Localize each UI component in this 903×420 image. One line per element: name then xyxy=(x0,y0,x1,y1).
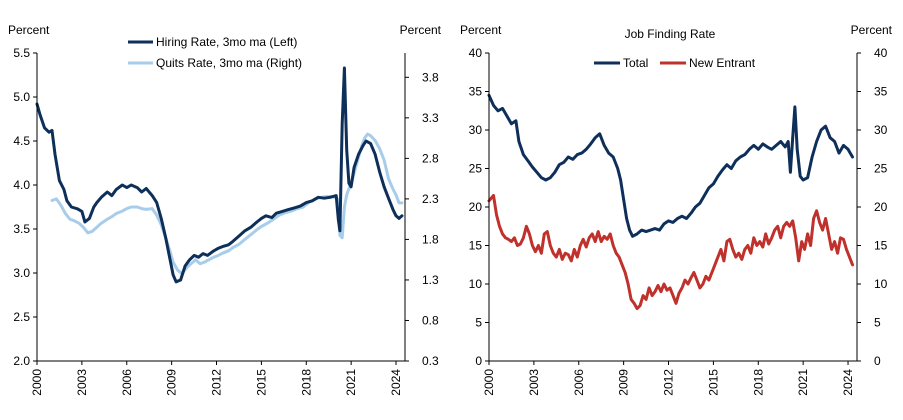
right-chart-y-right-tick-label: 20 xyxy=(874,200,888,214)
left-chart-x-tick-label: 2018 xyxy=(299,369,313,396)
left-chart-x-tick-label: 2015 xyxy=(254,369,268,396)
right-chart-y-right-tick-label: 15 xyxy=(874,239,888,253)
left-chart-x-tick-label: 2012 xyxy=(210,369,224,396)
right-chart-y-left-tick-label: 0 xyxy=(475,354,482,368)
right-chart-y-left-tick-label: 15 xyxy=(469,239,483,253)
left-chart-y-right-tick-label: 0.3 xyxy=(422,354,439,368)
left-chart-y-right-tick-label: 1.8 xyxy=(422,232,439,246)
left-chart-x-tick-label: 2000 xyxy=(30,369,44,396)
right-chart-y-right-tick-label: 40 xyxy=(874,46,888,60)
right-chart-x-tick-label: 2012 xyxy=(662,369,676,396)
right-chart-x-tick-label: 2003 xyxy=(527,369,541,396)
right-chart-y-axis-left: 0 5 10 15 20 25 30 35 40 xyxy=(469,46,489,368)
right-chart-y-left-tick-label: 20 xyxy=(469,200,483,214)
right-chart-x-axis: 2000 2003 2006 2009 2012 2015 2018 2021 2024 xyxy=(482,361,855,396)
right-chart-series xyxy=(487,93,854,311)
left-chart-y-left-tick-label: 3.5 xyxy=(13,222,30,236)
left-chart-x-tick-label: 2006 xyxy=(120,369,134,396)
left-chart-y-right-tick-label: 3.3 xyxy=(422,111,439,125)
left-chart-y-right-tick-label: 3.8 xyxy=(422,70,439,84)
left-chart-right-unit-label: Percent xyxy=(400,23,442,37)
left-chart-series xyxy=(35,66,404,284)
left-chart-y-axis-right: 0.3 0.8 1.3 1.8 2.3 2.8 3.3 3.8 xyxy=(405,70,439,368)
right-chart-x-tick-label: 2024 xyxy=(841,369,855,396)
right-chart-x-tick-label: 2000 xyxy=(482,369,496,396)
left-chart-y-axis-left: 2.0 2.5 3.0 3.5 4.0 4.5 5.0 5.5 xyxy=(13,46,37,368)
right-chart-right-unit-label: Percent xyxy=(851,23,893,37)
right-chart-y-right-tick-label: 25 xyxy=(874,162,888,176)
left-chart-y-right-tick-label: 0.8 xyxy=(422,313,439,327)
left-chart-y-left-tick-label: 4.5 xyxy=(13,134,30,148)
series-line-hiring-rate-3mo-ma-left xyxy=(35,66,404,284)
left-chart-y-left-tick-label: 2.5 xyxy=(13,310,30,324)
right-chart-y-left-tick-label: 35 xyxy=(469,85,483,99)
left-chart-y-right-tick-label: 2.3 xyxy=(422,192,439,206)
left-chart-x-tick-label: 2009 xyxy=(165,369,179,396)
left-chart-legend: Hiring Rate, 3mo ma (Left) Quits Rate, 3… xyxy=(128,35,302,70)
right-chart-y-left-tick-label: 5 xyxy=(475,316,482,330)
left-chart-x-tick-label: 2021 xyxy=(344,369,358,396)
right-chart-y-axis-right: 0 5 10 15 20 25 30 35 40 xyxy=(857,46,888,368)
right-chart-legend: Total New Entrant xyxy=(594,56,756,70)
left-chart-y-right-tick-label: 1.3 xyxy=(422,273,439,287)
right-chart-x-tick-label: 2015 xyxy=(706,369,720,396)
right-chart-y-left-tick-label: 40 xyxy=(469,46,483,60)
legend-label-quits-rate: Quits Rate, 3mo ma (Right) xyxy=(156,56,302,70)
left-chart-y-left-tick-label: 3.0 xyxy=(13,266,30,280)
right-chart-x-tick-label: 2009 xyxy=(617,369,631,396)
right-chart-y-right-tick-label: 5 xyxy=(874,316,881,330)
chart-left: Percent Percent Hiring Rate, 3mo ma (Lef… xyxy=(8,23,442,396)
left-chart-x-axis: 2000 2003 2006 2009 2012 2015 2018 2021 2024 xyxy=(30,361,403,396)
right-chart-y-right-tick-label: 35 xyxy=(874,85,888,99)
right-chart-x-tick-label: 2006 xyxy=(572,369,586,396)
left-chart-y-left-tick-label: 5.5 xyxy=(13,46,30,60)
right-chart-left-unit-label: Percent xyxy=(460,23,502,37)
right-chart-x-tick-label: 2021 xyxy=(796,369,810,396)
left-chart-left-unit-label: Percent xyxy=(8,23,50,37)
chart-right: Percent Percent Job Finding Rate Total N… xyxy=(460,23,893,396)
legend-label-new-entrant: New Entrant xyxy=(689,56,756,70)
left-chart-x-tick-label: 2003 xyxy=(75,369,89,396)
legend-label-total: Total xyxy=(623,56,648,70)
left-chart-y-left-tick-label: 2.0 xyxy=(13,354,30,368)
right-chart-y-right-tick-label: 0 xyxy=(874,354,881,368)
right-chart-y-right-tick-label: 10 xyxy=(874,277,888,291)
series-line-total xyxy=(487,93,854,238)
right-chart-y-left-tick-label: 10 xyxy=(469,277,483,291)
right-chart-x-tick-label: 2018 xyxy=(751,369,765,396)
left-chart-y-right-tick-label: 2.8 xyxy=(422,151,439,165)
right-chart-y-left-tick-label: 30 xyxy=(469,123,483,137)
left-chart-x-tick-label: 2024 xyxy=(389,369,403,396)
legend-label-hiring-rate: Hiring Rate, 3mo ma (Left) xyxy=(156,35,297,49)
right-chart-y-right-tick-label: 30 xyxy=(874,123,888,137)
right-chart-y-left-tick-label: 25 xyxy=(469,162,483,176)
series-line-new-entrant xyxy=(487,194,854,311)
left-chart-y-left-tick-label: 4.0 xyxy=(13,178,30,192)
series-line-quits-rate-3mo-ma-right xyxy=(50,132,404,275)
right-chart-title: Job Finding Rate xyxy=(625,27,716,41)
left-chart-y-left-tick-label: 5.0 xyxy=(13,90,30,104)
